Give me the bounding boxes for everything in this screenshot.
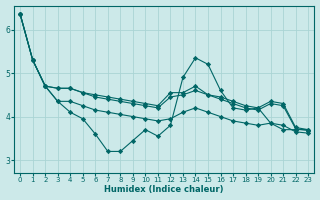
X-axis label: Humidex (Indice chaleur): Humidex (Indice chaleur) xyxy=(104,185,224,194)
